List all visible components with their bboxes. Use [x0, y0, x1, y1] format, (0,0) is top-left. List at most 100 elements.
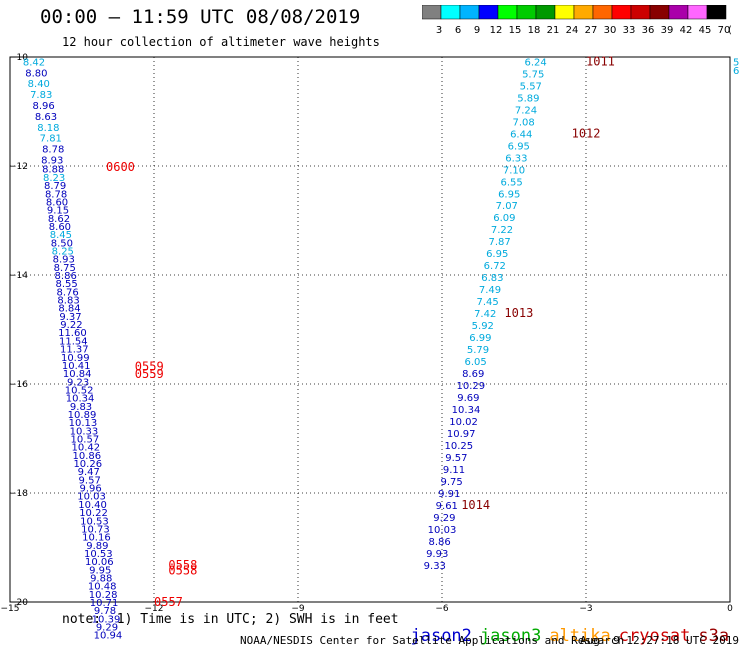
x-tick-label: −15 [1, 604, 20, 614]
wave-height-label: 10.57 [71, 435, 100, 446]
wave-height-label: 10.29 [456, 381, 485, 392]
wave-height-label: 7.24 [515, 105, 537, 116]
colorbar-tick-label: 30 [604, 25, 617, 36]
wave-height-label: 8.86 [428, 537, 450, 548]
wave-height-label: 10.52 [65, 385, 94, 396]
wave-height-label: 9.29 [433, 513, 455, 524]
wave-height-label: 8.93 [53, 255, 75, 266]
wave-height-label: 7.45 [476, 297, 498, 308]
y-tick-label: −12 [9, 162, 28, 172]
wave-height-label: 9.78 [94, 606, 116, 617]
wave-height-label: 7.22 [491, 225, 513, 236]
wave-height-label: 10.53 [84, 549, 113, 560]
wave-height-label: 10.28 [89, 590, 118, 601]
wave-height-label: 7.83 [30, 90, 52, 101]
wave-height-label: 10.03 [77, 492, 106, 503]
plot-frame [9, 56, 731, 603]
wave-height-label: 9.23 [67, 377, 89, 388]
chart-title: 00:00 – 11:59 UTC 08/08/2019 [40, 6, 361, 28]
wave-height-label: 9.47 [78, 467, 100, 478]
wave-height-label: 8.80 [25, 68, 47, 79]
wave-height-label: 7.49 [479, 285, 501, 296]
wave-height-label: 6.72 [484, 261, 506, 272]
wave-height-label: 10.34 [452, 405, 481, 416]
wave-height-label: 7.42 [474, 309, 496, 320]
x-tick-label: −6 [435, 604, 449, 614]
wave-height-label: 8.69 [462, 369, 484, 380]
wave-height-label: 10.41 [62, 361, 91, 372]
wave-height-label: 10.16 [82, 533, 111, 544]
credit-text: NOAA/NESDIS Center for Satellite Applica… [240, 634, 625, 647]
wave-height-label: 6.24 [524, 57, 546, 68]
wave-height-label: 8.50 [51, 238, 73, 249]
colorbar-swatch [706, 5, 727, 20]
wave-height-label: 10.25 [444, 441, 473, 452]
wave-height-label: 5.89 [517, 93, 539, 104]
y-tick-label: −18 [9, 489, 28, 499]
satellite-legend: jason2 jason3 altika cryosat s3a [390, 606, 737, 646]
y-tick-label: −14 [9, 271, 28, 281]
wave-height-label: 9.57 [445, 453, 467, 464]
colorbar-tick-label: 42 [680, 25, 693, 36]
wave-height-label: 5.92 [472, 321, 494, 332]
colorbar-tick-label: 15 [509, 25, 522, 36]
y-tick-label: −10 [9, 53, 28, 63]
wave-height-label: 9.75 [440, 477, 462, 488]
time-label: 0559 [135, 367, 164, 381]
wave-height-label: 8.18 [37, 123, 59, 134]
time-label: 0557 [154, 595, 183, 609]
wave-height-label: 10.89 [68, 410, 97, 421]
wave-height-label: 6.44 [510, 129, 532, 140]
wave-height-label: 9.11 [443, 465, 465, 476]
time-label: 1013 [504, 306, 533, 320]
x-tick-label: −12 [145, 604, 164, 614]
wave-height-label: 11.60 [58, 328, 87, 339]
colorbar-tick-label: 39 [661, 25, 674, 36]
x-tick-label: −3 [579, 604, 592, 614]
wave-height-label: 8.93 [41, 155, 63, 166]
colorbar-tick-label: 70 [718, 25, 731, 36]
wave-height-label: 10.42 [72, 443, 101, 454]
legend-altika: altika [549, 626, 611, 646]
wave-height-label: 8.79 [44, 181, 66, 192]
time-label: 1012 [572, 126, 601, 140]
wave-height-label: 7.87 [488, 237, 510, 248]
wave-height-label: 8.25 [52, 246, 74, 257]
wave-height-label: 10.73 [81, 524, 110, 535]
wave-height-label: 9.37 [59, 312, 81, 323]
colorbar-tick-label: 9 [474, 25, 480, 36]
wave-height-label: 9.91 [438, 489, 460, 500]
wave-height-label: 8.76 [56, 287, 78, 298]
legend-jason2: jason2 [410, 626, 472, 646]
wave-height-label: 9.89 [86, 541, 108, 552]
wave-height-label: 11.54 [59, 336, 88, 347]
wave-height-label: 10.26 [73, 459, 102, 470]
time-label: 0559 [135, 360, 164, 374]
wave-height-label: 9.33 [424, 561, 446, 572]
y-tick-label: −20 [9, 598, 28, 608]
wave-height-label: 8.84 [58, 304, 80, 315]
wave-height-label: 9.29 [96, 623, 118, 634]
colorbar-tick-label: 36 [642, 25, 655, 36]
wave-height-label: 8.88 [42, 165, 64, 176]
time-label: 0600 [106, 160, 135, 174]
wave-height-label: 8.55 [56, 279, 78, 290]
time-label: 1011 [586, 54, 615, 68]
wave-height-label: 10.03 [428, 525, 457, 536]
wave-height-label: 6.33 [505, 153, 527, 164]
legend-s3a: s3a [698, 626, 730, 646]
colorbar-unit: (ft) [728, 25, 732, 36]
wave-height-label: 8.60 [49, 222, 71, 233]
time-label: 0558 [168, 563, 197, 577]
wave-height-label: 10.34 [66, 394, 95, 405]
wave-height-label: 9.61 [436, 501, 458, 512]
wave-height-label: 9.83 [70, 402, 92, 413]
wave-height-label: 5.75 [522, 69, 544, 80]
wave-height-label: 6.55 [500, 177, 522, 188]
legend-jason3: jason3 [479, 626, 542, 646]
wave-height-label: 6.05 [464, 357, 486, 368]
colorbar-tick-label: 27 [585, 25, 598, 36]
wave-height-label: 10.94 [94, 631, 123, 642]
wave-height-label: 8.63 [35, 112, 57, 123]
generated-timestamp: Aug 9 12:27:18 UTC 2019 [580, 634, 739, 647]
